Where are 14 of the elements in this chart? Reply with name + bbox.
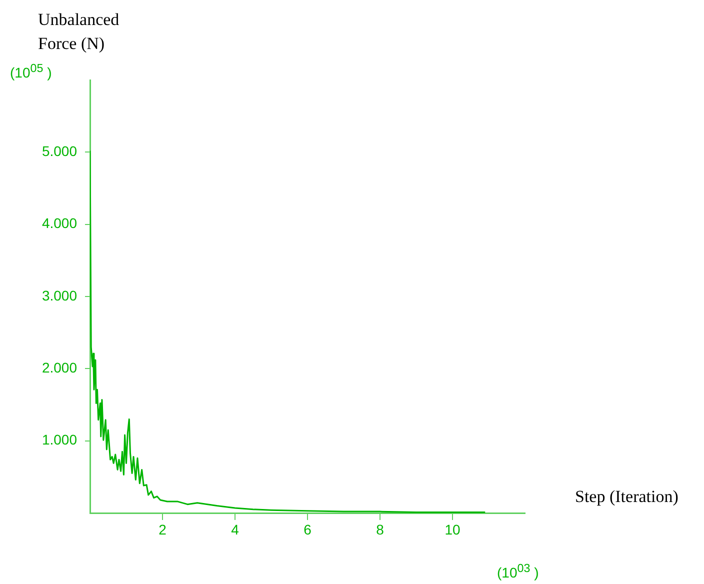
x-tick-label: 8: [376, 521, 384, 538]
y-tick-label: 5.000: [42, 143, 78, 160]
y-tick-label: 2.000: [42, 360, 78, 376]
text: (10$^{05}$ ): [10, 62, 52, 81]
text: (10$^{03}$ ): [497, 562, 539, 581]
x-tick-label: 6: [304, 521, 312, 538]
x-tick-label: 4: [231, 521, 240, 538]
x-tick-label: 10: [444, 521, 460, 538]
y-axis-title: Unbalanced Force (N): [38, 9, 120, 55]
y-tick-label: 4.000: [42, 215, 78, 232]
x-axis-title: Step (Iteration): [575, 486, 678, 508]
x-tick-label: 2: [158, 521, 167, 538]
y-tick-label: 1.000: [42, 432, 78, 448]
y-tick-label: 3.000: [42, 287, 78, 304]
